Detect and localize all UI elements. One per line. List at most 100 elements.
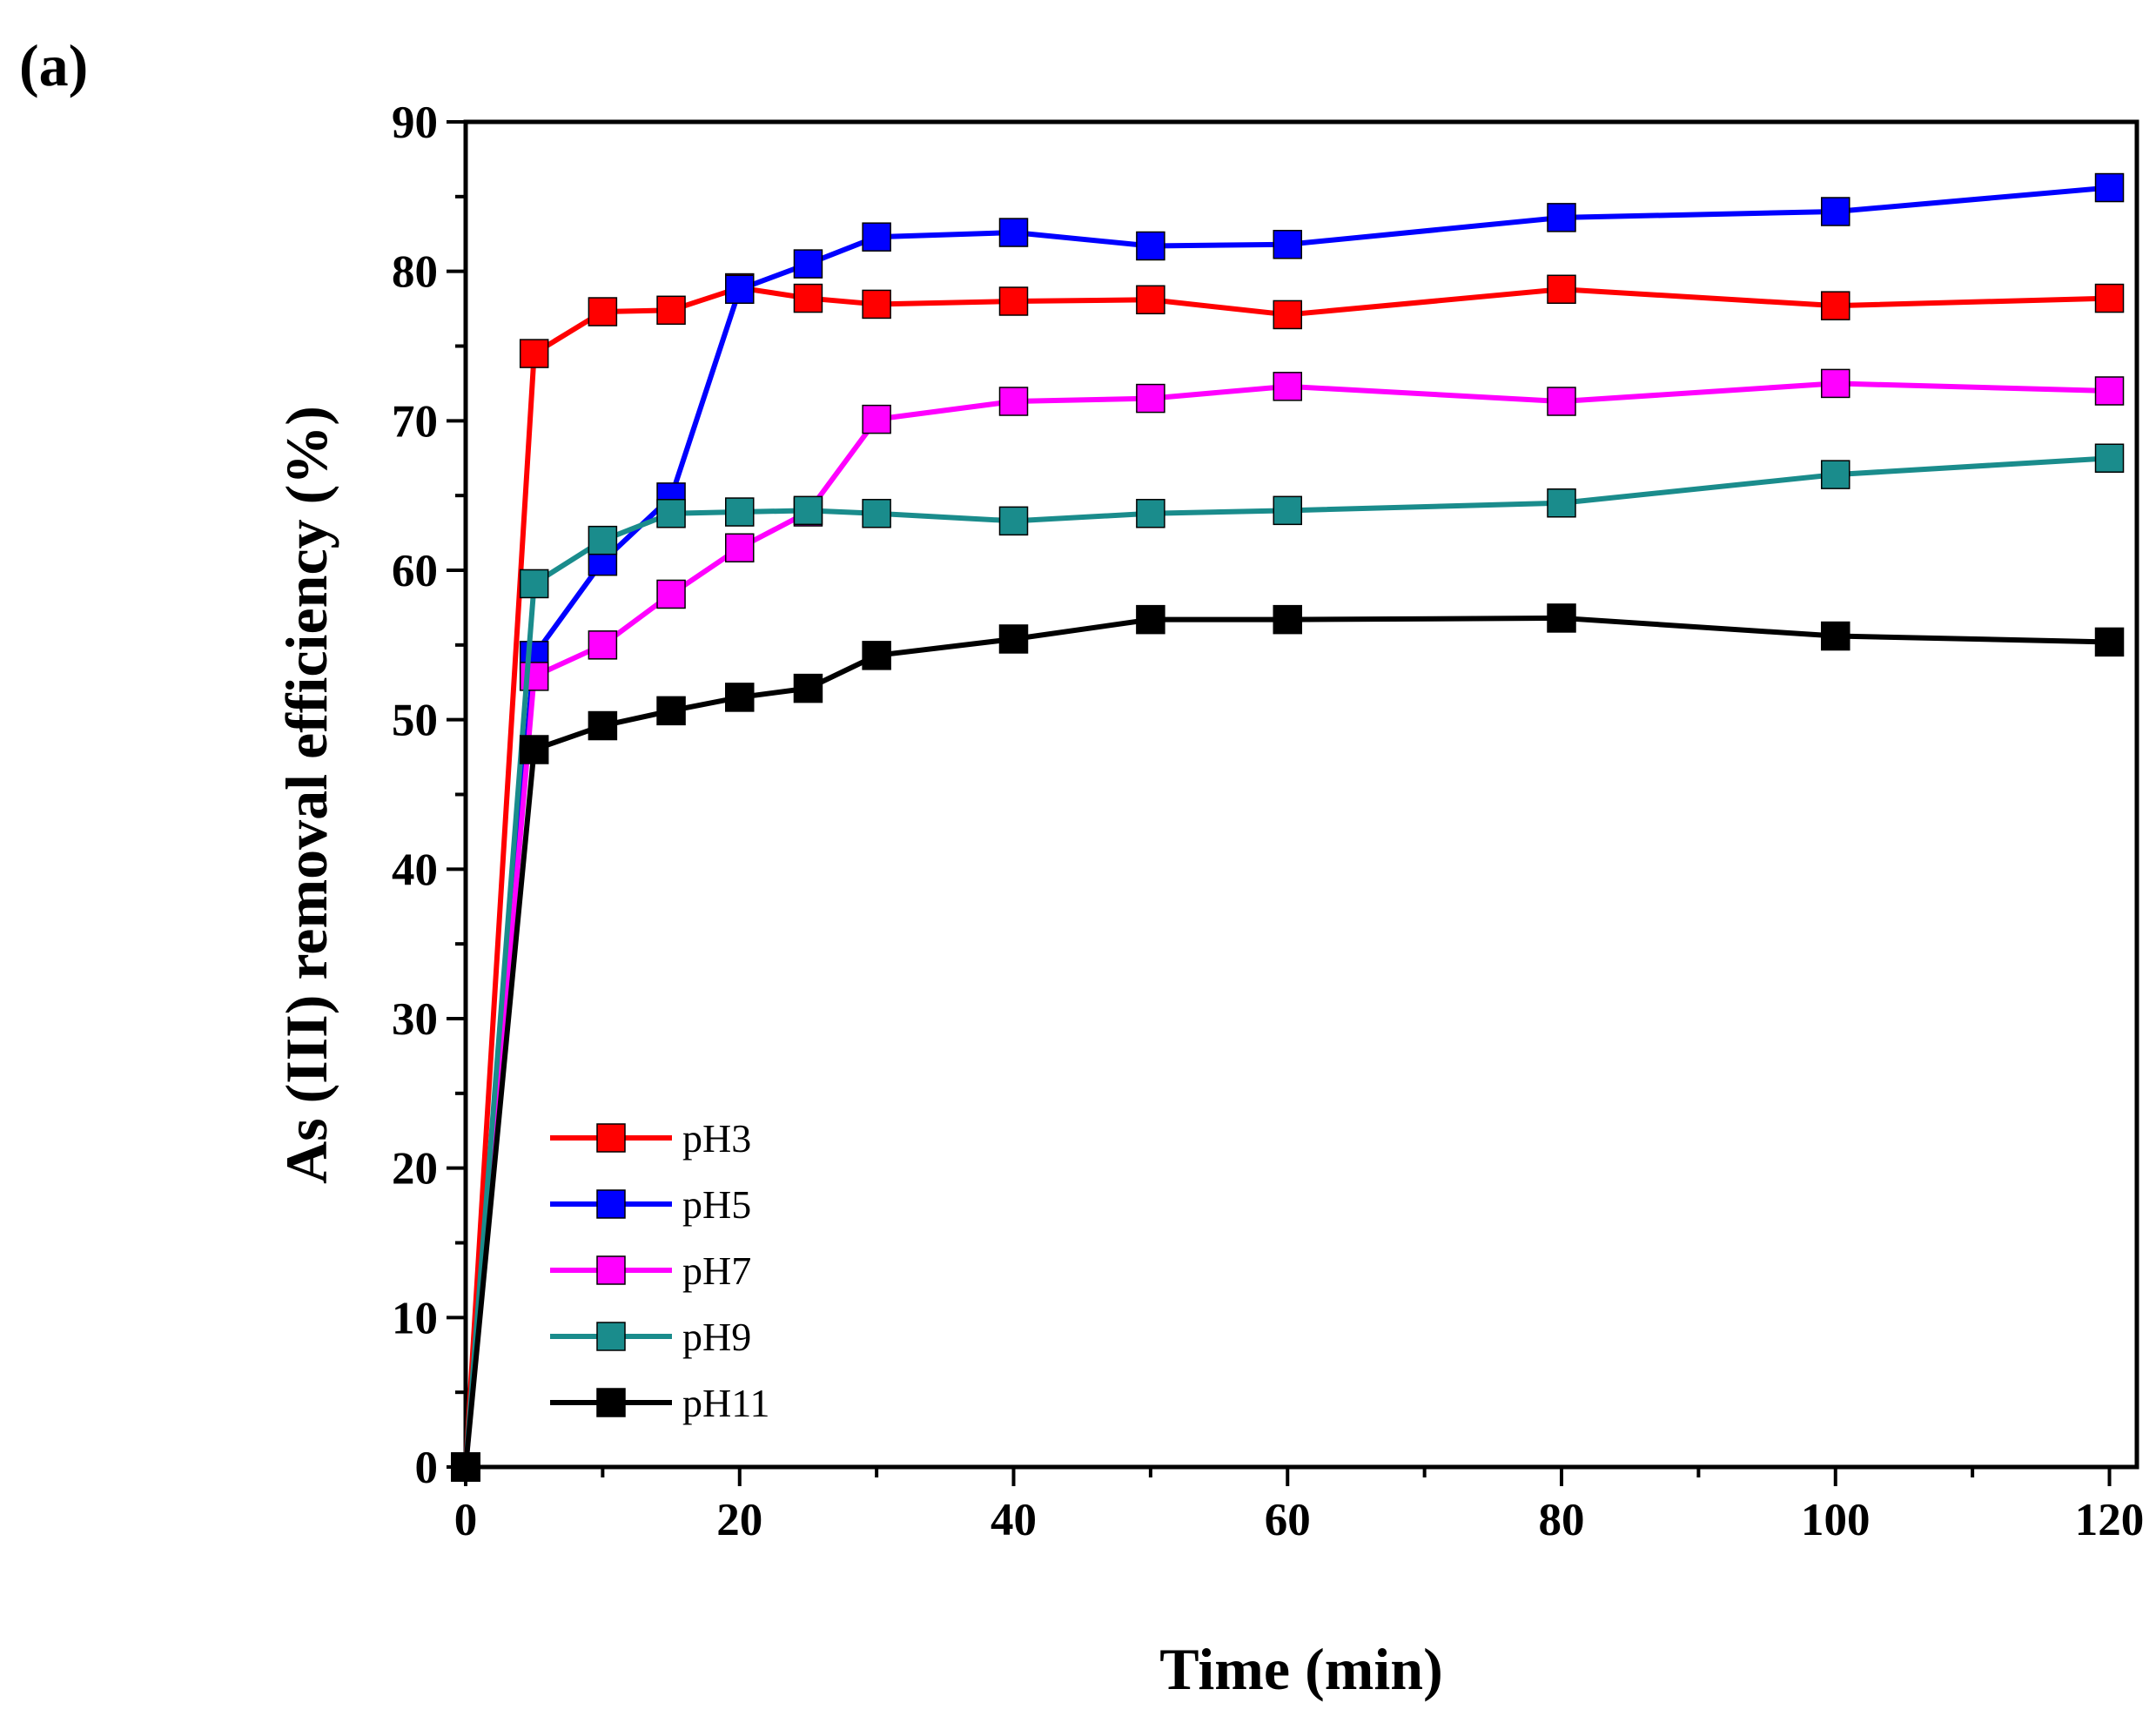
series-pH9 — [451, 443, 2125, 1482]
legend-label: pH9 — [682, 1315, 751, 1359]
y-tick-label: 70 — [392, 396, 438, 447]
x-tick-label: 20 — [716, 1495, 762, 1545]
data-point — [1821, 197, 1850, 226]
x-tick-label: 0 — [454, 1495, 478, 1545]
data-point — [1821, 621, 1850, 651]
data-point — [862, 641, 891, 670]
legend-item: pH9 — [550, 1315, 751, 1359]
x-tick-label: 60 — [1265, 1495, 1311, 1545]
data-point — [2094, 172, 2125, 203]
data-point — [725, 274, 755, 305]
data-point — [1273, 604, 1303, 635]
data-point — [1136, 231, 1165, 261]
data-point — [656, 579, 686, 609]
data-point — [1547, 387, 1576, 416]
y-tick-label: 50 — [392, 696, 438, 746]
x-tick-label: 100 — [1801, 1495, 1871, 1545]
x-tick-label: 120 — [2075, 1495, 2145, 1545]
x-tick-label: 40 — [991, 1495, 1037, 1545]
legend-item: pH3 — [550, 1116, 751, 1161]
data-point — [1547, 203, 1576, 232]
data-point — [725, 497, 755, 527]
series-pH3 — [451, 273, 2125, 1482]
y-tick-label: 60 — [392, 546, 438, 596]
y-tick-label: 40 — [392, 845, 438, 895]
data-point — [451, 1452, 480, 1482]
data-point — [656, 295, 686, 326]
legend: pH3 pH5 pH7 pH9 pH11 — [550, 1116, 770, 1425]
legend-item: pH7 — [550, 1248, 751, 1293]
data-point — [998, 218, 1029, 247]
data-point — [793, 673, 823, 703]
x-axis: 0 20 40 60 80 100 120 — [454, 1467, 2145, 1545]
data-point — [793, 283, 823, 313]
data-point — [2094, 376, 2125, 406]
y-axis: 0 10 20 30 40 50 60 70 80 90 — [392, 98, 466, 1493]
data-point — [1136, 499, 1165, 528]
data-point — [1547, 603, 1576, 633]
series-pH5 — [451, 172, 2125, 1482]
data-point — [793, 249, 823, 279]
data-point — [998, 387, 1029, 416]
data-point — [793, 495, 823, 526]
panel-label: (a) — [19, 32, 88, 98]
series-pH11 — [451, 603, 2125, 1482]
y-tick-label: 20 — [392, 1144, 438, 1194]
data-point — [1273, 372, 1303, 401]
legend-marker — [596, 1322, 626, 1351]
data-point — [2094, 627, 2125, 657]
data-point — [656, 499, 686, 528]
series-layer — [451, 172, 2125, 1482]
data-point — [1821, 368, 1850, 399]
x-axis-title: Time (min) — [1159, 1636, 1443, 1702]
legend-marker — [596, 1189, 626, 1219]
x-tick-label: 80 — [1539, 1495, 1585, 1545]
data-point — [2094, 283, 2125, 313]
data-point — [725, 683, 755, 712]
y-tick-label: 80 — [392, 247, 438, 298]
data-point — [862, 499, 891, 528]
legend-item: pH5 — [550, 1182, 751, 1227]
legend-marker — [596, 1255, 626, 1285]
data-point — [656, 696, 686, 726]
y-tick-label: 90 — [392, 98, 438, 148]
legend-label: pH3 — [682, 1116, 751, 1161]
data-point — [588, 630, 618, 660]
legend-item: pH11 — [550, 1381, 770, 1425]
y-axis-title: As (III) removal efficiency (%) — [273, 406, 339, 1184]
data-point — [1821, 460, 1850, 489]
data-point — [1136, 604, 1165, 635]
data-point — [862, 289, 891, 320]
y-tick-label: 10 — [392, 1293, 438, 1343]
data-point — [588, 297, 618, 326]
data-point — [862, 404, 891, 434]
data-point — [588, 525, 618, 555]
data-point — [998, 506, 1029, 536]
data-point — [1821, 291, 1850, 320]
data-point — [1136, 285, 1165, 315]
y-tick-label: 30 — [392, 994, 438, 1045]
data-point — [1273, 230, 1303, 259]
data-point — [588, 710, 618, 741]
data-point — [1136, 383, 1165, 414]
data-point — [1273, 299, 1303, 330]
legend-marker — [596, 1123, 626, 1153]
data-point — [1273, 495, 1303, 526]
data-point — [519, 735, 549, 764]
data-point — [1547, 488, 1576, 518]
series-line — [463, 380, 2110, 1468]
data-point — [998, 624, 1029, 654]
legend-label: pH5 — [682, 1182, 751, 1227]
legend-label: pH11 — [682, 1381, 770, 1425]
data-point — [862, 222, 891, 252]
legend-marker — [596, 1388, 626, 1417]
data-point — [725, 533, 755, 562]
data-point — [519, 339, 549, 368]
data-point — [998, 286, 1029, 316]
data-point — [2094, 443, 2125, 473]
y-tick-label: 0 — [415, 1443, 439, 1493]
legend-label: pH7 — [682, 1248, 751, 1293]
data-point — [1547, 274, 1576, 305]
data-point — [519, 569, 549, 599]
